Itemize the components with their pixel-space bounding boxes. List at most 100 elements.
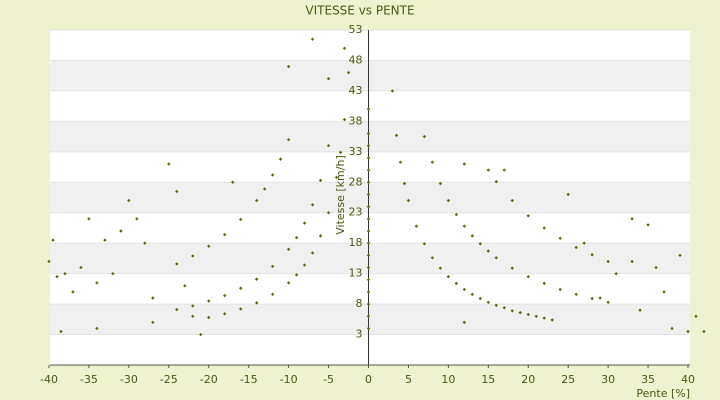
data-point — [63, 271, 67, 276]
data-point — [151, 296, 155, 300]
x-tick-label: 40 — [681, 373, 695, 386]
data-point — [47, 259, 51, 264]
data-point — [606, 259, 610, 264]
y-tick-label: 18 — [349, 236, 363, 249]
data-point — [534, 314, 538, 318]
data-point — [223, 312, 227, 316]
data-point — [119, 229, 123, 233]
data-point — [366, 253, 371, 258]
x-tick-label: 30 — [601, 373, 615, 386]
data-point — [59, 329, 63, 334]
data-point — [550, 318, 554, 322]
x-tick-label: -30 — [120, 373, 138, 386]
data-point — [334, 175, 339, 180]
y-tick-label: 53 — [349, 23, 363, 36]
data-point — [87, 217, 91, 221]
x-axis-label: Pente [%] — [636, 387, 690, 400]
data-point — [346, 70, 351, 75]
data-point — [71, 290, 75, 294]
data-point — [239, 217, 243, 222]
y-tick-label: 48 — [349, 53, 363, 66]
y-axis-label: Vitesse [km/h] — [334, 155, 347, 235]
data-point — [646, 223, 650, 227]
data-point — [191, 304, 195, 308]
x-tick-label: -20 — [200, 373, 218, 386]
chart-title: VITESSE vs PENTE — [305, 4, 414, 18]
data-point — [51, 238, 55, 242]
x-tick-label: 20 — [521, 373, 535, 386]
data-point — [342, 117, 347, 122]
data-point — [574, 245, 578, 250]
grid-band — [50, 60, 690, 91]
data-point — [310, 37, 315, 41]
data-point — [598, 296, 602, 300]
x-tick-label: 35 — [641, 373, 655, 386]
data-point — [111, 271, 115, 276]
data-point — [175, 262, 179, 266]
data-point — [394, 133, 399, 138]
x-tick-label: -25 — [160, 373, 178, 386]
data-point — [510, 266, 514, 270]
data-point — [254, 198, 259, 203]
x-tick-label: 25 — [561, 373, 575, 386]
data-point — [175, 307, 179, 312]
data-point — [231, 180, 235, 184]
data-point — [310, 251, 315, 255]
data-point — [390, 89, 395, 93]
data-point — [526, 214, 530, 218]
data-point — [207, 315, 211, 320]
data-point — [207, 299, 211, 303]
data-point — [518, 310, 522, 315]
y-tick-label: 23 — [349, 206, 363, 219]
data-point — [678, 253, 682, 258]
data-point — [326, 77, 331, 81]
x-tick-label: -35 — [80, 373, 98, 386]
x-tick-label: -15 — [240, 373, 258, 386]
data-point — [590, 296, 594, 301]
data-point — [638, 308, 642, 312]
x-tick-label: -5 — [323, 373, 334, 386]
data-point — [310, 203, 315, 207]
y-tick-label: 13 — [349, 267, 363, 280]
data-point — [143, 241, 147, 245]
data-point — [55, 274, 59, 279]
data-point — [294, 236, 299, 240]
data-point — [239, 307, 243, 311]
data-point — [342, 46, 347, 50]
y-tick-label: 38 — [349, 114, 363, 127]
x-tick-label: 15 — [481, 373, 495, 386]
data-point — [270, 173, 275, 177]
data-point — [135, 217, 139, 221]
grid-band — [50, 121, 690, 152]
data-point — [526, 312, 530, 317]
data-point — [526, 274, 530, 279]
data-point — [630, 259, 634, 264]
data-point — [566, 192, 570, 197]
data-point — [494, 179, 498, 184]
data-point — [558, 236, 562, 241]
data-point — [574, 292, 578, 297]
x-tick-label: 5 — [405, 373, 412, 386]
data-point — [127, 198, 131, 203]
data-point — [606, 300, 610, 304]
grid-band — [50, 182, 690, 213]
data-point — [454, 212, 459, 217]
data-point — [686, 329, 690, 334]
data-point — [430, 160, 435, 164]
data-point — [175, 189, 179, 194]
x-tick-label: 0 — [365, 373, 372, 386]
grid-band — [50, 243, 690, 274]
x-tick-label: -40 — [40, 373, 58, 386]
data-point — [79, 265, 83, 270]
data-point — [414, 224, 419, 228]
data-point — [167, 162, 171, 166]
y-tick-label: 43 — [349, 84, 363, 97]
data-point — [694, 314, 698, 318]
x-tick-label: -10 — [280, 373, 298, 386]
data-point — [199, 332, 203, 337]
y-tick-label: 3 — [356, 328, 363, 341]
data-point — [670, 326, 674, 331]
data-point — [630, 217, 634, 221]
data-point — [366, 107, 371, 111]
